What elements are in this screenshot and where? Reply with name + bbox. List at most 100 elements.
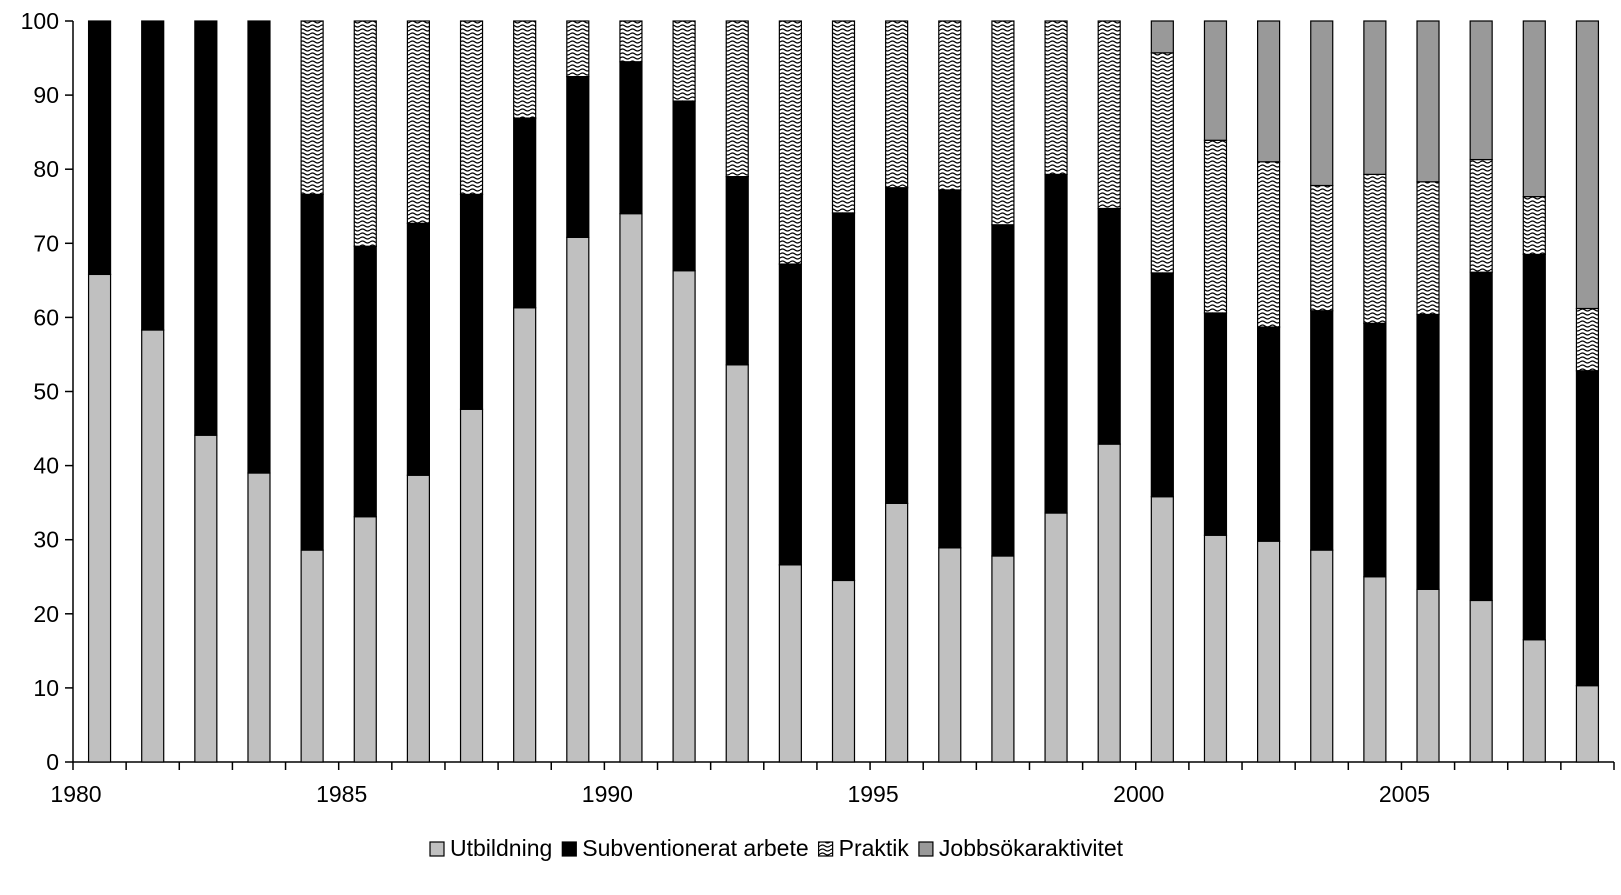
x-tick-label: 1985	[316, 781, 367, 807]
bar-segment-jobbs-karaktivitet-2008	[1575, 20, 1600, 310]
bar-segment-praktik-1994	[831, 20, 856, 214]
bar-segment-praktik-1998	[1044, 20, 1068, 175]
bar-segment-subventionerat-arbete-1981	[141, 20, 165, 331]
legend-swatch	[561, 841, 577, 857]
y-tick-label: 0	[46, 749, 59, 775]
bar-segment-praktik-1993	[778, 20, 802, 265]
bar-segment-subventionerat-arbete-1983	[247, 20, 271, 474]
legend-label: Praktik	[839, 835, 910, 861]
bar-segment-utbildning-2003	[1310, 549, 1334, 763]
legend-swatch	[429, 841, 445, 857]
bar-stack-1985	[353, 20, 377, 763]
bar-segment-utbildning-1995	[885, 502, 909, 763]
bar-segment-subventionerat-arbete-1986	[406, 222, 430, 476]
bar-segment-praktik-2003	[1310, 184, 1334, 312]
bar-stack-1996	[938, 20, 962, 763]
bar-segment-jobbs-karaktivitet-2007	[1522, 20, 1546, 198]
bar-stack-2007	[1522, 20, 1546, 763]
bar-segment-subventionerat-arbete-1987	[459, 193, 484, 410]
bar-segment-subventionerat-arbete-2002	[1257, 326, 1281, 542]
bar-stack-1980	[87, 20, 112, 763]
bar-segment-subventionerat-arbete-1992	[725, 176, 749, 366]
bar-segment-utbildning-1986	[406, 474, 430, 763]
bar-stack-1994	[831, 20, 856, 763]
legend-swatch	[918, 841, 934, 857]
bar-stack-1993	[778, 20, 802, 763]
bar-segment-utbildning-1993	[778, 564, 802, 763]
bar-segment-utbildning-1999	[1097, 443, 1121, 763]
y-tick-label: 40	[33, 453, 59, 479]
bar-segment-utbildning-1981	[141, 329, 165, 763]
bar-segment-praktik-1989	[566, 20, 590, 78]
bar-segment-jobbs-karaktivitet-2003	[1310, 20, 1334, 187]
x-tick-label: 2005	[1379, 781, 1430, 807]
bar-segment-subventionerat-arbete-1998	[1044, 173, 1068, 514]
bar-segment-praktik-2002	[1257, 161, 1281, 328]
bar-stack-1992	[725, 20, 749, 763]
bar-stack-1984	[300, 20, 324, 763]
y-tick-label: 90	[33, 82, 59, 108]
bar-segment-subventionerat-arbete-2006	[1469, 271, 1493, 602]
bar-segment-praktik-1986	[406, 20, 430, 224]
bar-stack-2008	[1575, 20, 1600, 763]
bar-segment-utbildning-1990	[619, 213, 643, 763]
bar-segment-praktik-2000	[1150, 52, 1174, 274]
bar-stack-1997	[991, 20, 1015, 763]
bar-segment-utbildning-2002	[1257, 540, 1281, 763]
bar-stack-1989	[566, 20, 590, 763]
bars-group	[87, 20, 1600, 763]
x-tick-label: 1990	[582, 781, 633, 807]
bar-segment-praktik-1999	[1097, 20, 1121, 210]
bar-segment-subventionerat-arbete-1990	[619, 61, 643, 215]
bar-segment-utbildning-1987	[459, 408, 484, 763]
bar-stack-1990	[619, 20, 643, 763]
bar-segment-praktik-1990	[619, 20, 643, 63]
bar-segment-jobbs-karaktivitet-2006	[1469, 20, 1493, 161]
bar-segment-subventionerat-arbete-1999	[1097, 207, 1121, 445]
bar-segment-subventionerat-arbete-1995	[885, 187, 909, 504]
bar-segment-praktik-1996	[938, 20, 962, 191]
bar-segment-praktik-1988	[513, 20, 537, 119]
legend-item: Subventionerat arbete	[561, 835, 809, 861]
bar-segment-utbildning-1997	[991, 555, 1015, 763]
bar-segment-utbildning-1991	[672, 270, 696, 763]
bar-stack-1983	[247, 20, 271, 763]
bar-segment-utbildning-1983	[247, 472, 271, 763]
bar-stack-2004	[1363, 20, 1387, 763]
bar-segment-subventionerat-arbete-1989	[566, 75, 590, 238]
bar-segment-subventionerat-arbete-1996	[938, 189, 962, 549]
y-tick-label: 10	[33, 675, 59, 701]
bar-segment-utbildning-1985	[353, 516, 377, 763]
bar-segment-utbildning-1998	[1044, 512, 1068, 763]
bar-segment-subventionerat-arbete-1982	[194, 20, 218, 436]
y-tick-label: 20	[33, 601, 59, 627]
bar-segment-subventionerat-arbete-2007	[1522, 253, 1546, 641]
y-tick-label: 30	[33, 527, 59, 553]
x-tick-label: 2000	[1113, 781, 1164, 807]
bar-segment-praktik-2008	[1575, 307, 1600, 372]
bar-segment-utbildning-1988	[513, 307, 537, 763]
bar-stack-2005	[1416, 20, 1440, 763]
bar-segment-subventionerat-arbete-1994	[831, 212, 856, 582]
legend-swatch	[818, 841, 834, 857]
bar-segment-jobbs-karaktivitet-2000	[1150, 20, 1174, 54]
bar-segment-praktik-2001	[1203, 139, 1228, 314]
bar-segment-subventionerat-arbete-2005	[1416, 313, 1440, 590]
bar-stack-2001	[1203, 20, 1228, 763]
y-tick-label: 80	[33, 156, 59, 182]
bar-segment-subventionerat-arbete-2008	[1575, 370, 1600, 687]
bar-stack-2002	[1257, 20, 1281, 763]
bar-segment-subventionerat-arbete-1991	[672, 100, 696, 272]
bar-segment-subventionerat-arbete-1997	[991, 224, 1015, 557]
y-tick-label: 50	[33, 379, 59, 405]
bar-segment-subventionerat-arbete-2001	[1203, 312, 1228, 536]
bar-segment-utbildning-2007	[1522, 639, 1546, 763]
bar-stack-1986	[406, 20, 430, 763]
bar-stack-1991	[672, 20, 696, 763]
y-axis: 0 10 20 30 40 50 60 70 80 90 100	[21, 8, 74, 775]
bar-segment-utbildning-2000	[1150, 496, 1174, 763]
bar-segment-utbildning-1980	[87, 273, 112, 763]
bar-segment-praktik-1984	[300, 20, 324, 195]
